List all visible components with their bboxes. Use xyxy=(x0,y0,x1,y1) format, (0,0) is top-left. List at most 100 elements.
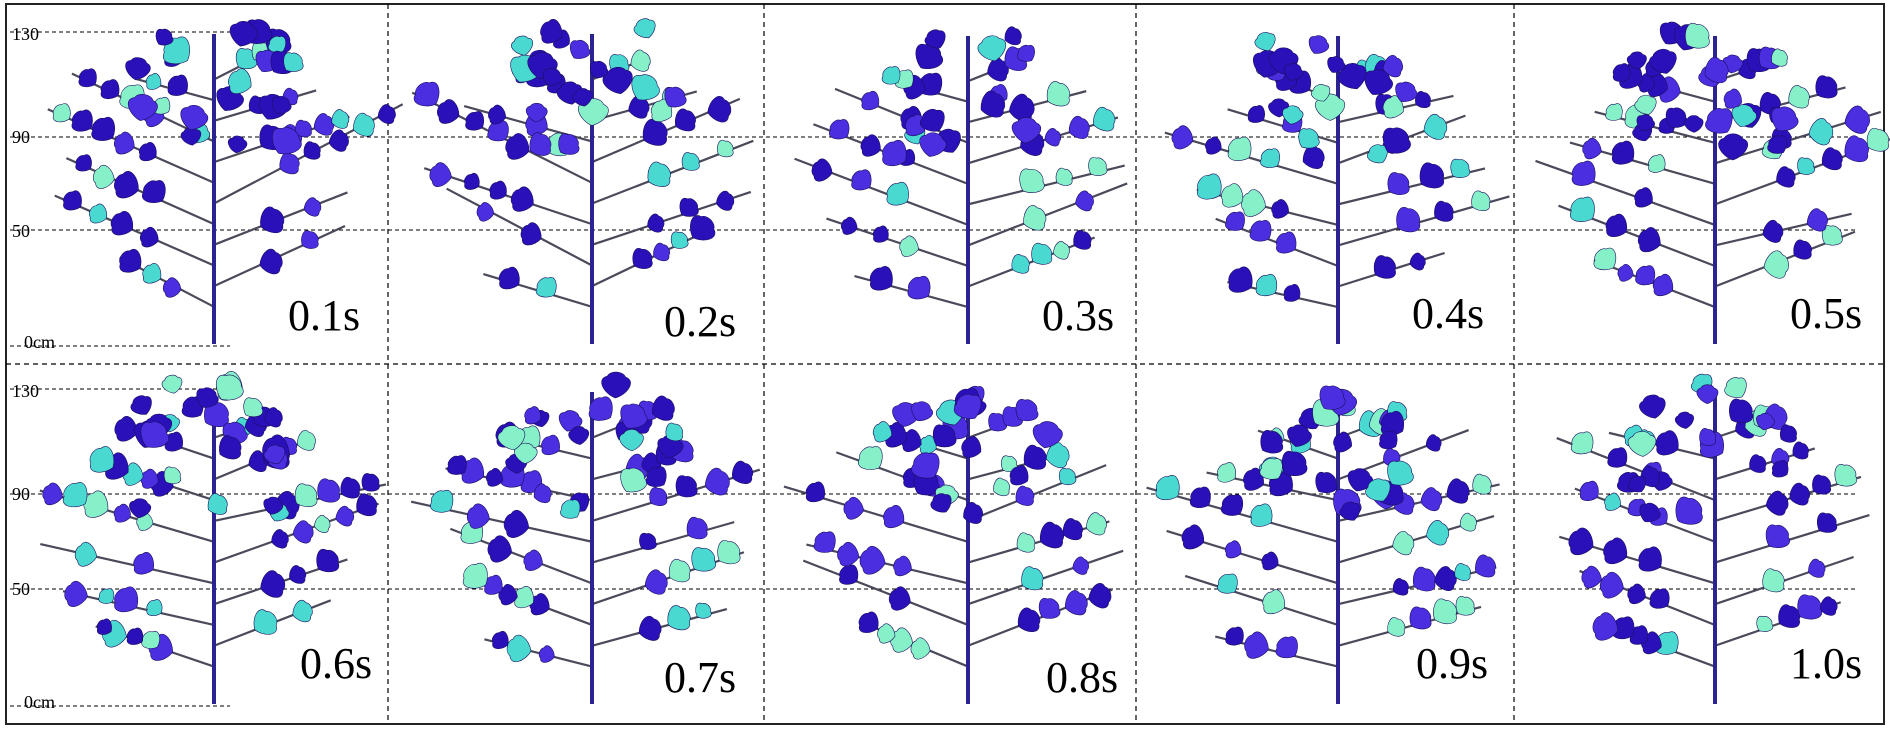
leaf-shape xyxy=(1627,431,1657,457)
leaf-shape xyxy=(1655,430,1679,456)
leaf-shape xyxy=(558,410,583,432)
leaf-shape xyxy=(1455,596,1476,616)
leaf-shape xyxy=(860,134,881,157)
branch-line xyxy=(591,468,761,523)
leaf-shape xyxy=(649,487,668,506)
leaf-shape xyxy=(1046,81,1070,107)
leaf-shape xyxy=(1637,227,1661,253)
leaf-shape xyxy=(91,116,115,141)
leaf-shape xyxy=(1387,172,1410,195)
leaf-shape xyxy=(1793,239,1812,260)
leaf-shape xyxy=(1244,631,1269,659)
leaf-shape xyxy=(886,181,909,206)
branch-line xyxy=(1714,212,1852,247)
leaf-shape xyxy=(1412,566,1436,592)
leaf-shape xyxy=(1612,63,1631,82)
leaf-shape xyxy=(295,119,312,138)
leaf-shape xyxy=(63,190,82,211)
leaf-shape xyxy=(1729,398,1754,424)
leaf-shape xyxy=(1771,106,1799,132)
leaf-shape xyxy=(1017,44,1035,62)
leaf-shape xyxy=(316,548,340,573)
time-label: 0.8s xyxy=(1046,653,1118,702)
leaf-shape xyxy=(837,541,860,567)
leaf-shape xyxy=(543,67,563,86)
leaf-shape xyxy=(1308,35,1330,54)
leaf-shape xyxy=(523,549,543,571)
leaf-shape xyxy=(1059,468,1077,485)
leaf-shape xyxy=(1569,196,1595,222)
leaf-shape xyxy=(919,109,945,132)
leaf-shape xyxy=(602,66,633,94)
leaf-shape xyxy=(119,249,142,273)
leaf-shape xyxy=(1674,411,1694,429)
leaf-shape xyxy=(1731,104,1757,128)
leaf-shape xyxy=(1021,566,1044,591)
leaf-shape xyxy=(813,531,836,553)
leaf-shape xyxy=(1756,615,1774,632)
leaf-shape xyxy=(297,429,316,451)
leaf-shape xyxy=(620,403,648,429)
leaf-shape xyxy=(505,133,530,160)
leaf-shape xyxy=(264,407,283,428)
leaf-shape xyxy=(930,493,952,513)
leaf-shape xyxy=(1155,475,1180,501)
tick-label-130: 130 xyxy=(12,381,39,401)
branch-line xyxy=(802,559,969,626)
leaf-shape xyxy=(1459,512,1477,532)
leaf-shape xyxy=(260,570,286,598)
leaf-shape xyxy=(1004,26,1022,46)
leaf-shape xyxy=(1639,502,1661,523)
leaf-shape xyxy=(353,112,375,137)
leaf-shape xyxy=(1819,596,1838,616)
leaf-shape xyxy=(89,446,115,473)
leaf-shape xyxy=(1228,266,1253,293)
branch-line xyxy=(1196,188,1339,226)
leaf-shape xyxy=(227,135,248,154)
branch-line xyxy=(1146,486,1339,543)
leaf-shape xyxy=(303,197,322,217)
leaf-shape xyxy=(811,158,833,182)
leaf-shape xyxy=(506,634,532,663)
leaf-shape xyxy=(1763,250,1789,279)
leaf-shape xyxy=(717,540,741,565)
leaf-shape xyxy=(75,154,92,172)
branch-line xyxy=(591,551,745,606)
leaf-shape xyxy=(1181,524,1205,550)
leaf-shape xyxy=(1019,168,1045,193)
leaf-shape xyxy=(1249,220,1272,242)
height-grid-row-2 xyxy=(10,388,1855,707)
leaf-shape xyxy=(92,164,115,189)
leaf-shape xyxy=(1093,106,1116,132)
time-label: 0.2s xyxy=(664,297,736,346)
leaf-shape xyxy=(1756,413,1775,431)
leaf-shape xyxy=(1276,231,1297,254)
leaf-shape xyxy=(1605,103,1623,121)
leaf-shape xyxy=(1387,460,1414,486)
leaf-shape xyxy=(1031,242,1053,265)
leaf-shape xyxy=(289,565,307,584)
leaf-shape xyxy=(664,86,687,108)
leaf-shape xyxy=(1189,486,1211,508)
leaf-shape xyxy=(1283,284,1301,302)
leaf-shape xyxy=(1579,480,1599,501)
branch-line xyxy=(1535,159,1716,226)
leaf-shape xyxy=(1626,51,1647,70)
leaf-shape xyxy=(465,111,485,131)
leaf-shape xyxy=(1655,631,1679,655)
leaf-shape xyxy=(1217,573,1238,594)
leaf-shape xyxy=(1834,464,1858,487)
leaf-shape xyxy=(510,186,534,212)
leaf-shape xyxy=(259,248,283,275)
tick-label-90: 90 xyxy=(12,127,30,147)
leaf-shape xyxy=(1639,394,1666,419)
leaf-shape xyxy=(872,421,892,443)
leaf-shape xyxy=(644,569,668,595)
leaf-shape xyxy=(1821,147,1843,171)
leaf-shape xyxy=(98,588,115,604)
leaf-shape xyxy=(1592,612,1619,641)
leaf-shape xyxy=(163,466,182,484)
leaf-shape xyxy=(1765,490,1789,516)
leaf-shape xyxy=(851,169,872,191)
leaf-shape xyxy=(74,541,98,567)
